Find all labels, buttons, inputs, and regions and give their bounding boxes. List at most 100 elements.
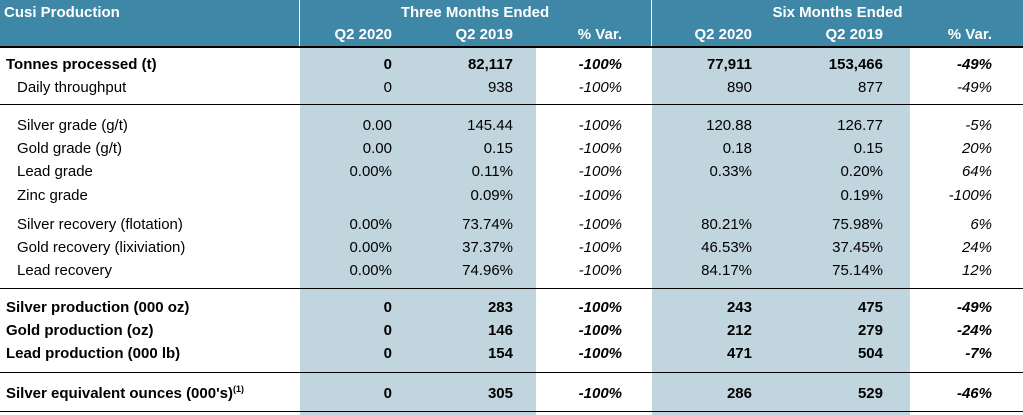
table-cell: -100% [578,299,622,316]
row-label-text: Gold production (oz) [6,322,154,339]
table-cell: 0 [383,385,392,402]
table-cell: 37.45% [832,239,883,256]
table-cell: 126.77 [837,117,883,134]
table-cell: -100% [578,385,622,402]
header-divider-left [299,0,300,46]
table-cell: 0.00% [349,163,392,180]
table-cell: -100% [578,322,622,339]
table-cell: -100% [578,140,622,157]
table-cell: -100% [578,262,622,279]
table-cell: -100% [578,79,622,96]
table-cell: 283 [487,299,513,316]
row-label-text: Tonnes processed (t) [6,56,157,73]
table-cell: 0.15 [483,140,513,157]
table-cell: 145.44 [467,117,513,134]
row-label-text: Lead recovery [17,262,113,279]
row-label-text: Lead production (000 lb) [6,345,181,362]
row-label: Gold recovery (lixiviation) [17,237,185,259]
table-cell: 75.98% [832,216,883,233]
row-label-text: Zinc grade [17,187,88,204]
table-cell: 0 [383,299,392,316]
table-cell: 529 [857,385,883,402]
table-cell: 212 [726,322,752,339]
rule-bottom [0,411,1023,412]
table-cell: -100% [578,216,622,233]
header-divider-right [651,0,652,46]
table-cell: -100% [578,239,622,256]
table-cell: 475 [857,299,883,316]
table-cell: -49% [956,79,992,96]
table-cell: -7% [965,345,992,362]
row-label: Silver recovery (flotation) [17,214,183,236]
table-cell: 286 [726,385,752,402]
row-label-text: Silver production (000 oz) [6,299,190,316]
col-header-q2-2019-3m: Q2 2019 [455,26,513,43]
row-label: Lead recovery [17,260,112,282]
row-label-text: Silver equivalent ounces (000's) [6,385,233,402]
group-header-six-months: Six Months Ended [772,4,903,21]
table-cell: 0 [383,345,392,362]
shade-three-months [300,48,536,415]
table-cell: 938 [487,79,513,96]
col-header-q2-2020-6m: Q2 2020 [694,26,752,43]
row-label: Zinc grade [17,185,88,207]
table-title: Cusi Production [4,4,120,21]
table-cell: 0.00% [349,216,392,233]
group-header-three-months: Three Months Ended [400,4,550,21]
table-cell: 64% [961,163,992,180]
table-cell: 0 [383,56,392,73]
table-cell: 0.00 [362,140,392,157]
table-cell: -100% [578,117,622,134]
table-cell: 153,466 [828,56,883,73]
table-cell: 0.00 [362,117,392,134]
table-cell: -100% [578,163,622,180]
shade-six-months [652,48,910,415]
table-cell: -49% [956,299,992,316]
table-cell: -100% [578,56,622,73]
row-label-text: Silver recovery (flotation) [17,216,183,233]
table-cell: 471 [726,345,752,362]
table-cell: 877 [857,79,883,96]
table-cell: 0.09% [470,187,513,204]
col-header-var-6m: % Var. [947,26,992,43]
table-cell: 305 [487,385,513,402]
table-cell: -49% [956,56,992,73]
table-cell: 80.21% [701,216,752,233]
table-cell: 0.15 [853,140,883,157]
row-label: Lead grade [17,161,93,183]
table-cell: 6% [970,216,992,233]
row-label: Tonnes processed (t) [6,54,157,76]
table-cell: 0.11% [471,163,513,180]
table-cell: 75.14% [832,262,883,279]
col-header-var-3m: % Var. [577,26,622,43]
table-cell: 20% [961,140,992,157]
table-cell: 146 [487,322,513,339]
table-cell: -100% [578,187,622,204]
table-cell: 82,117 [467,56,513,73]
row-label: Gold production (oz) [6,320,153,342]
table-cell: -100% [578,345,622,362]
row-label-text: Gold recovery (lixiviation) [17,239,186,256]
col-header-q2-2020-3m: Q2 2020 [334,26,392,43]
footnote-marker: (1) [233,384,244,394]
table-cell: 46.53% [701,239,752,256]
row-label-text: Gold grade (g/t) [17,140,123,157]
table-cell: 0.20% [840,163,883,180]
col-header-q2-2019-6m: Q2 2019 [825,26,883,43]
row-label: Lead production (000 lb) [6,343,180,365]
row-label-text: Lead grade [17,163,93,180]
row-label: Silver equivalent ounces (000's)(1) [6,383,244,405]
table-cell: 12% [961,262,992,279]
row-label: Gold grade (g/t) [17,138,122,160]
rule-after-throughput [0,104,1023,105]
table-cell: 154 [487,345,513,362]
table-cell: 0 [383,322,392,339]
table-cell: 0.00% [349,262,392,279]
table-cell: 84.17% [701,262,752,279]
table-cell: 74.96% [462,262,513,279]
rule-after-recovery [0,288,1023,289]
table-cell: 0.33% [709,163,752,180]
header-bar [0,0,1023,46]
table-cell: -46% [956,385,992,402]
